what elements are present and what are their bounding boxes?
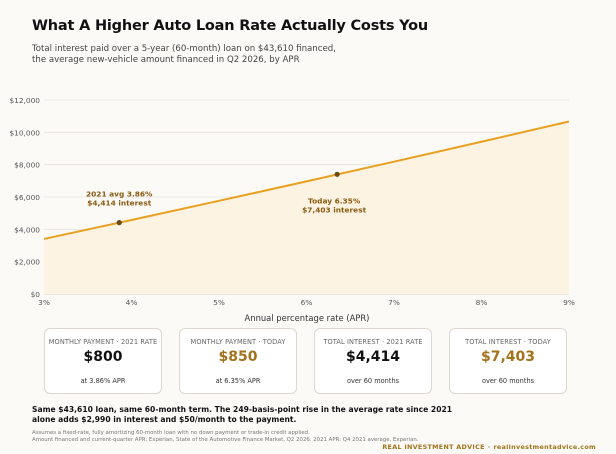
y-tick-label: $12,000 (9, 96, 40, 105)
brand-name: REAL INVESTMENT ADVICE (382, 443, 485, 451)
y-tick-label: $10,000 (9, 128, 40, 137)
y-axis-ticks: $0 $2,000 $4,000 $6,000 $8,000 $10,000 $12,000 (9, 96, 40, 299)
card-subtext: over 60 months (481, 377, 535, 385)
x-tick-label: 7% (388, 298, 400, 307)
annotation-label: Today 6.35% (308, 196, 361, 205)
footnote-line-2: Amount financed and current-quarter APR:… (32, 437, 419, 443)
brand-url[interactable]: realinvestmentadvice.com (493, 443, 596, 451)
card-subtext: at 6.35% APR (215, 377, 261, 385)
card-monthly-today: MONTHLY PAYMENT · TODAY $850 at 6.35% AP… (179, 328, 297, 394)
footnote-line-1: Assumes a fixed-rate, fully amortizing 6… (32, 430, 310, 436)
card-interest-today: TOTAL INTEREST · TODAY $7,403 over 60 mo… (449, 328, 567, 394)
annotation-point (116, 220, 122, 226)
annotation-value: $7,403 interest (302, 205, 366, 214)
card-monthly-2021: MONTHLY PAYMENT · 2021 RATE $800 at 3.86… (44, 328, 162, 394)
chart-subtitle: Total interest paid over a 5-year (60-mo… (32, 44, 472, 66)
card-value: $7,403 (480, 349, 536, 365)
takeaway-text: Same $43,610 loan, same 60-month term. T… (32, 405, 592, 425)
brand-separator: · (487, 443, 491, 451)
annotation-value: $4,414 interest (87, 199, 151, 208)
y-tick-label: $4,000 (14, 225, 40, 234)
footnote: Assumes a fixed-rate, fully amortizing 6… (32, 430, 592, 444)
card-value: $850 (218, 349, 258, 365)
x-tick-label: 6% (301, 298, 313, 307)
card-value: $800 (83, 349, 123, 365)
y-tick-label: $6,000 (14, 193, 40, 202)
card-interest-2021: TOTAL INTEREST · 2021 RATE $4,414 over 6… (314, 328, 432, 394)
summary-cards: MONTHLY PAYMENT · 2021 RATE $800 at 3.86… (44, 328, 570, 396)
x-tick-label: 5% (213, 298, 225, 307)
series-area (44, 121, 569, 295)
subtitle-line-1: Total interest paid over a 5-year (60-mo… (32, 44, 336, 54)
y-tick-label: $0 (31, 290, 41, 299)
takeaway-line-1: Same $43,610 loan, same 60-month term. T… (32, 405, 453, 414)
brand-footer: REAL INVESTMENT ADVICE · realinvestmentadv… (382, 443, 596, 451)
chart-title: What A Higher Auto Loan Rate Actually Co… (32, 18, 428, 34)
x-tick-label: 4% (126, 298, 138, 307)
card-subtext: over 60 months (346, 377, 400, 385)
x-tick-label: 9% (563, 298, 575, 307)
chart-annotations: 2021 avg 3.86%$4,414 interest Today 6.35%… (86, 171, 367, 226)
x-tick-label: 3% (38, 298, 50, 307)
card-label: MONTHLY PAYMENT · TODAY (190, 338, 286, 346)
y-tick-label: $8,000 (14, 161, 40, 170)
card-label: MONTHLY PAYMENT · 2021 RATE (48, 338, 158, 346)
subtitle-line-2: the average new-vehicle amount financed … (32, 55, 300, 65)
series-line (43, 120, 570, 240)
takeaway-line-2: alone adds $2,990 in interest and $50/mo… (32, 415, 297, 424)
x-axis-label: Annual percentage rate (APR) (245, 313, 370, 323)
plot-area (43, 120, 570, 295)
interest-chart: $0 $2,000 $4,000 $6,000 $8,000 $10,000 $12,000… (9, 96, 575, 323)
x-tick-label: 8% (476, 298, 488, 307)
annotation-point (334, 171, 340, 177)
card-value: $4,414 (345, 349, 401, 365)
annotation-label: 2021 avg 3.86% (86, 190, 153, 199)
x-axis-ticks: 3% 4% 5% 6% 7% 8% 9% (38, 298, 575, 307)
card-label: TOTAL INTEREST · TODAY (465, 338, 551, 346)
card-subtext: at 3.86% APR (80, 377, 126, 385)
y-tick-label: $2,000 (14, 258, 40, 267)
card-label: TOTAL INTEREST · 2021 RATE (323, 338, 423, 346)
